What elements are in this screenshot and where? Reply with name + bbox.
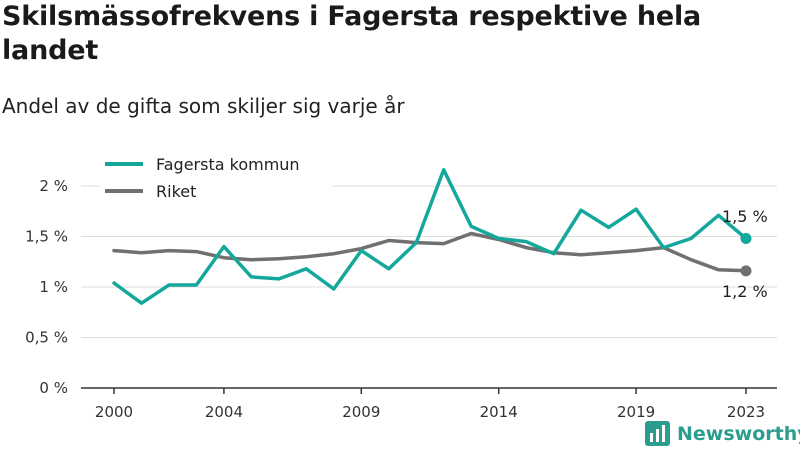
- x-tick-label: 2019: [617, 403, 655, 421]
- legend: Fagersta kommun Riket: [100, 155, 332, 212]
- y-tick-label: 0,5 %: [25, 329, 68, 347]
- y-tick-label: 0 %: [39, 379, 68, 397]
- y-tick-label: 1,5 %: [25, 228, 68, 246]
- x-tick-label: 2000: [95, 403, 133, 421]
- series-line-riket: [112, 231, 748, 273]
- newsworthy-logo-icon: [645, 421, 670, 446]
- end-labels: 1,5 % 1,2 %: [722, 207, 768, 301]
- x-tick-label: 2009: [342, 403, 380, 421]
- end-label-riket: 1,2 %: [722, 282, 768, 301]
- y-axis-ticks: 0 % 0,5 % 1 % 1,5 % 2 %: [25, 177, 68, 397]
- x-tick-label: 2014: [480, 403, 518, 421]
- y-tick-label: 1 %: [39, 278, 68, 296]
- chart-subtitle: Andel av de gifta som skiljer sig varje …: [2, 94, 405, 118]
- x-tick-label: 2023: [727, 403, 765, 421]
- chart-title: Skilsmässofrekvens i Fagersta respektive…: [2, 1, 702, 66]
- x-axis: 2000 2004 2009 2014 2019 2023: [81, 387, 777, 421]
- end-dot-fagersta: [740, 233, 752, 245]
- newsworthy-logo: Newsworthy: [645, 421, 800, 446]
- end-label-fagersta: 1,5 %: [722, 207, 768, 226]
- legend-label-riket: Riket: [156, 182, 196, 201]
- newsworthy-logo-text: Newsworthy: [677, 423, 800, 445]
- end-dot-riket: [740, 265, 752, 277]
- y-tick-label: 2 %: [39, 177, 68, 195]
- x-tick-label: 2004: [205, 403, 243, 421]
- series-lines: [112, 168, 752, 305]
- legend-label-fagersta: Fagersta kommun: [156, 155, 300, 174]
- series-line-fagersta: [112, 168, 748, 305]
